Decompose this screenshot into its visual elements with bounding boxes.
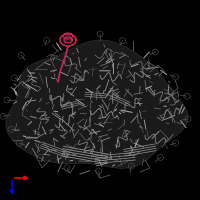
Polygon shape (6, 40, 188, 168)
